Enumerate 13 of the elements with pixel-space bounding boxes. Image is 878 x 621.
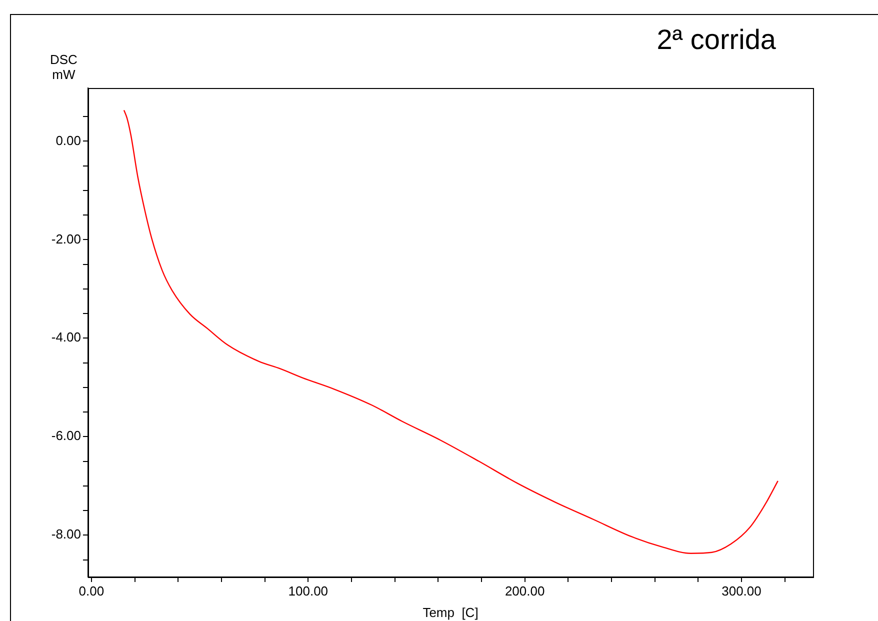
chart-title: 2ª corrida <box>656 24 776 56</box>
y-tick-label: -4.00 <box>51 330 81 345</box>
line-series <box>123 110 778 554</box>
y-tick-label: -6.00 <box>51 428 81 444</box>
y-axis-title: DSC mW <box>50 52 78 82</box>
x-tick-label: 0.00 <box>78 583 104 598</box>
x-tick-label: 100.00 <box>288 583 328 598</box>
x-tick-label: 200.00 <box>504 583 545 598</box>
x-axis-title: Temp [C] <box>422 604 478 620</box>
x-tick-label: 300.00 <box>722 583 762 598</box>
y-tick-label: -2.00 <box>51 231 81 246</box>
y-tick-label: 0.00 <box>56 132 81 148</box>
y-tick-label: -8.00 <box>51 526 81 542</box>
